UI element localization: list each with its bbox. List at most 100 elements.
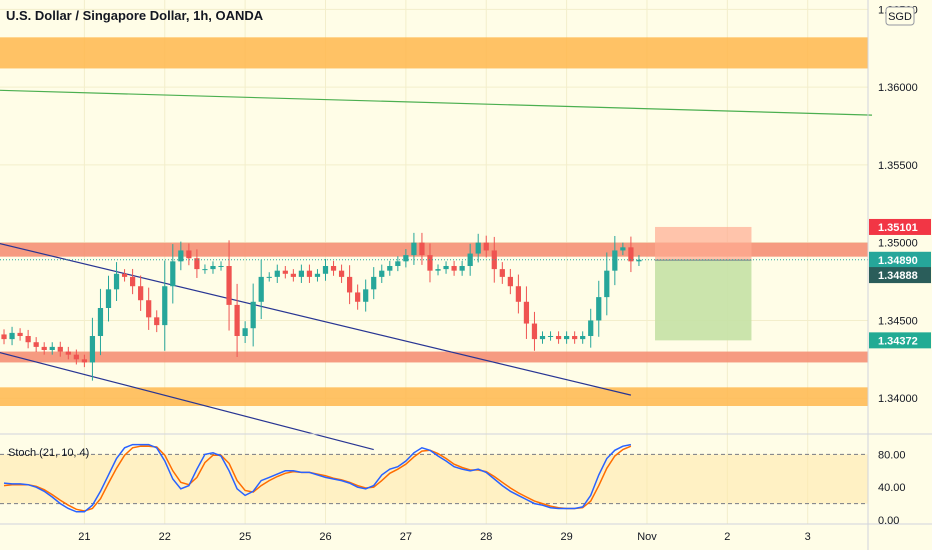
candle <box>113 262 120 301</box>
candle <box>81 354 88 368</box>
candle-body <box>531 323 538 340</box>
candle <box>467 243 473 276</box>
candle-body <box>330 266 337 271</box>
blue-trendline <box>0 351 374 451</box>
candle <box>210 261 216 274</box>
candle <box>379 264 385 283</box>
candle <box>105 275 112 322</box>
candle <box>475 233 481 263</box>
price-label-entry: 1.34890 <box>869 251 931 268</box>
currency-badge[interactable]: SGD <box>885 6 915 26</box>
candle-body <box>49 346 55 350</box>
candle <box>355 284 361 310</box>
resistance-zone <box>0 37 868 69</box>
time-tick-label: 27 <box>400 531 412 543</box>
candle-body <box>89 336 96 363</box>
price-label-target: 1.34372 <box>869 332 931 349</box>
candle-body <box>258 276 264 302</box>
candle <box>371 267 377 300</box>
candle <box>218 261 224 271</box>
candle-body <box>427 255 433 271</box>
candle <box>563 331 570 344</box>
time-tick-label: 21 <box>78 531 90 543</box>
candle <box>612 235 618 286</box>
stochastic-label: Stoch (21, 10, 4) <box>8 447 89 459</box>
candle <box>523 286 530 339</box>
candle <box>346 265 353 305</box>
candle <box>250 283 256 347</box>
candle-body <box>73 354 79 360</box>
candle <box>65 346 71 360</box>
zones <box>0 37 868 406</box>
candle <box>33 337 39 353</box>
price-label-box <box>869 218 931 235</box>
candle-body <box>242 328 248 336</box>
candle-body <box>435 269 441 271</box>
stoch-tick-label: 80.00 <box>878 449 906 461</box>
position-tool[interactable] <box>655 226 752 341</box>
currency-badge-label: SGD <box>888 11 912 23</box>
candle <box>1 329 7 345</box>
candle <box>363 279 369 312</box>
candle <box>194 249 200 278</box>
candle-body <box>129 276 136 287</box>
candle-body <box>371 276 377 290</box>
candle <box>258 259 264 320</box>
candle-body <box>41 346 47 350</box>
price-label-stop: 1.35101 <box>869 218 931 235</box>
candles <box>0 232 868 381</box>
candle-body <box>563 336 570 340</box>
candle-body <box>636 259 642 262</box>
price-label-text: 1.34888 <box>878 270 918 282</box>
candle <box>266 272 272 282</box>
time-tick-label: 28 <box>480 531 492 543</box>
candle <box>435 264 441 276</box>
candle <box>596 280 602 337</box>
candle <box>580 331 586 344</box>
candle <box>572 331 578 344</box>
candle-body <box>154 317 160 326</box>
candle-body <box>539 336 546 340</box>
candle-body <box>507 276 513 287</box>
candle <box>17 328 23 341</box>
candle-body <box>210 266 216 270</box>
candle-body <box>186 250 192 259</box>
candle <box>531 311 538 351</box>
candle <box>306 264 313 283</box>
candle-body <box>443 266 449 270</box>
candle-body <box>97 308 104 336</box>
resistance-zone <box>0 242 868 257</box>
candle-body <box>451 266 457 271</box>
candle <box>604 252 610 316</box>
candle <box>274 264 280 283</box>
stoch-k-line <box>3 443 632 513</box>
candle-body <box>604 270 610 298</box>
price-label-box <box>869 332 931 349</box>
candle <box>242 321 248 343</box>
candle-body <box>314 273 321 277</box>
candle <box>322 259 329 281</box>
support-zone <box>0 387 868 406</box>
stoch-tick-label: 40.00 <box>878 482 906 494</box>
candle-body <box>218 266 224 267</box>
candle-body <box>411 242 417 256</box>
candle <box>178 241 184 271</box>
candle <box>515 274 522 314</box>
candle-body <box>596 297 602 321</box>
candle-body <box>65 351 71 355</box>
candle-body <box>138 286 144 301</box>
candle <box>138 275 144 311</box>
price-tick-label: 1.34000 <box>878 393 918 405</box>
candle-body <box>234 304 240 336</box>
candle <box>403 249 409 268</box>
candle-body <box>355 292 361 302</box>
candle <box>202 264 208 274</box>
support-zone <box>0 351 868 363</box>
candle-body <box>483 242 489 251</box>
candle <box>499 262 505 284</box>
candle-body <box>395 261 401 266</box>
candle-body <box>282 270 288 274</box>
candle <box>290 269 296 282</box>
candle <box>57 341 63 357</box>
